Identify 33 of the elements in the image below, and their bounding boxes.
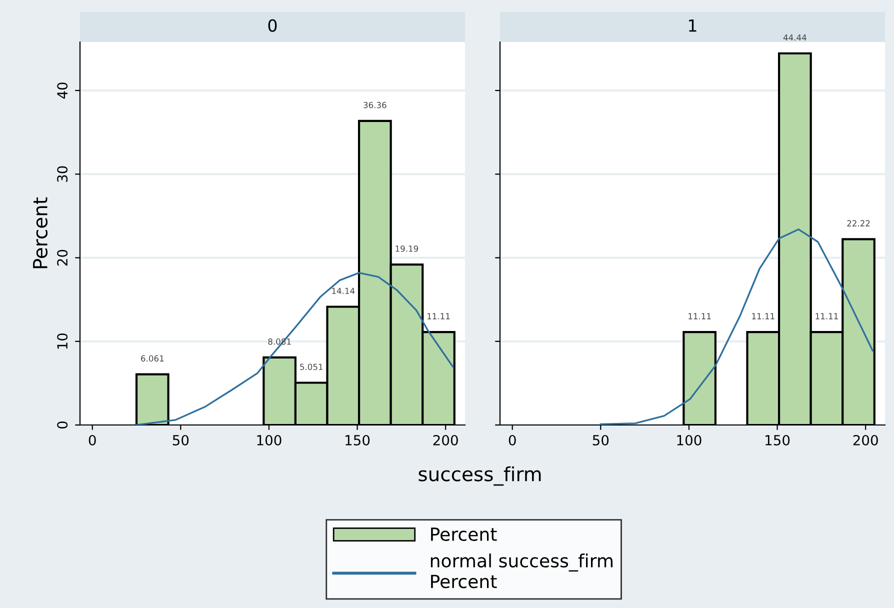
data-label: 11.11 xyxy=(427,313,450,320)
data-label: 14.14 xyxy=(332,288,355,294)
x-tick-label: 0 xyxy=(508,434,516,446)
x-tick-label: 100 xyxy=(677,434,702,446)
x-tick-label: 150 xyxy=(346,434,370,446)
legend-label: normal success_firm Percent xyxy=(430,554,612,588)
data-label: 11.11 xyxy=(688,313,711,320)
x-tick-label: 100 xyxy=(257,434,282,446)
x-tick-label: 150 xyxy=(766,434,790,446)
x-tick-label: 200 xyxy=(433,434,458,446)
data-label: 44.44 xyxy=(783,34,806,41)
x-tick-label: 50 xyxy=(592,434,609,446)
y-tick-label: 0 xyxy=(57,422,68,429)
y-tick-label: 40 xyxy=(57,82,68,99)
data-label: 11.11 xyxy=(752,313,774,320)
data-label: 22.22 xyxy=(847,220,870,226)
data-label: 19.19 xyxy=(396,245,418,252)
data-label: 6.061 xyxy=(141,355,164,362)
x-axis-title: success_firm xyxy=(418,466,541,486)
data-label: 36.36 xyxy=(364,102,386,108)
line-series xyxy=(136,272,454,425)
x-tick-label: 200 xyxy=(853,434,878,446)
y-tick-label: 10 xyxy=(57,333,68,349)
y-tick-label: 20 xyxy=(57,250,68,266)
legend-label: Percent xyxy=(431,528,497,542)
x-tick-label: 0 xyxy=(88,434,96,446)
y-tick-label: 30 xyxy=(57,166,68,182)
chart-title: 1 xyxy=(689,19,696,32)
data-label: 5.051 xyxy=(300,364,323,370)
x-tick-label: 50 xyxy=(172,434,189,446)
y-axis-title: Percent xyxy=(33,197,48,268)
data-label: 11.11 xyxy=(816,313,838,320)
chart-title: 0 xyxy=(268,19,277,32)
